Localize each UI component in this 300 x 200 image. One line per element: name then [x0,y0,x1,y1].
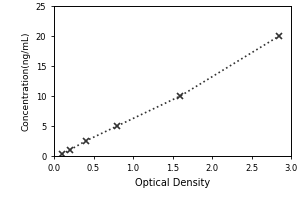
X-axis label: Optical Density: Optical Density [135,178,210,188]
Y-axis label: Concentration(ng/mL): Concentration(ng/mL) [21,31,30,131]
